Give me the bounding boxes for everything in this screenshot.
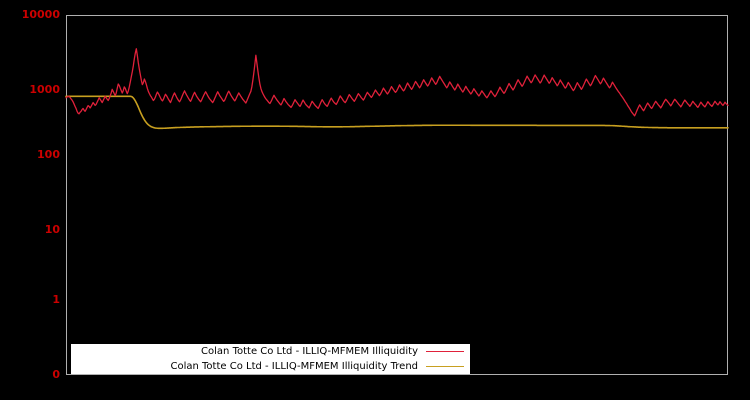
ytick-label-10: 10 bbox=[44, 223, 60, 236]
legend: Colan Totte Co Ltd - ILLIQ-MFMEM Illiqui… bbox=[71, 344, 470, 374]
legend-label-trend: Colan Totte Co Ltd - ILLIQ-MFMEM Illiqui… bbox=[170, 360, 419, 372]
legend-item-trend[interactable]: Colan Totte Co Ltd - ILLIQ-MFMEM Illiqui… bbox=[71, 359, 470, 374]
ytick-label-1: 1 bbox=[52, 293, 60, 306]
series-line-illiquidity bbox=[65, 48, 729, 117]
ytick-label-0: 0 bbox=[52, 368, 60, 381]
plot-area bbox=[66, 15, 728, 375]
legend-swatch-illiquidity bbox=[426, 351, 464, 352]
legend-label-illiquidity: Colan Totte Co Ltd - ILLIQ-MFMEM Illiqui… bbox=[201, 345, 418, 357]
ytick-label-100: 100 bbox=[37, 148, 60, 161]
legend-swatch-trend bbox=[426, 366, 464, 367]
series-line-trend bbox=[65, 95, 729, 130]
legend-item-illiquidity[interactable]: Colan Totte Co Ltd - ILLIQ-MFMEM Illiqui… bbox=[71, 344, 470, 359]
ytick-label-10000: 10000 bbox=[21, 8, 60, 21]
ytick-label-1000: 1000 bbox=[29, 83, 60, 96]
